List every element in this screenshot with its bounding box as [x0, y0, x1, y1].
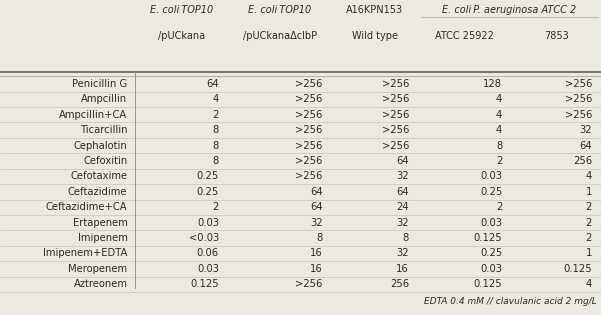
Text: 32: 32 — [579, 125, 592, 135]
Text: 1: 1 — [585, 249, 592, 259]
Text: Wild type: Wild type — [352, 32, 398, 41]
Text: 7853: 7853 — [544, 32, 569, 41]
Text: 4: 4 — [496, 125, 502, 135]
Text: 2: 2 — [496, 202, 502, 212]
Text: E. coli P. aeruginosa ATCC 2: E. coli P. aeruginosa ATCC 2 — [442, 5, 576, 15]
Text: Cephalotin: Cephalotin — [74, 140, 127, 151]
Text: Ampcillin: Ampcillin — [81, 94, 127, 104]
Text: Penicillin G: Penicillin G — [72, 79, 127, 89]
Text: E. coli TOP10: E. coli TOP10 — [150, 5, 213, 15]
Text: Ampcillin+CA: Ampcillin+CA — [59, 110, 127, 120]
Text: 0.125: 0.125 — [474, 279, 502, 289]
Text: 0.03: 0.03 — [480, 218, 502, 228]
Text: 4: 4 — [586, 279, 592, 289]
Text: 64: 64 — [310, 187, 323, 197]
Text: A16KPN153: A16KPN153 — [346, 5, 403, 15]
Text: 2: 2 — [213, 110, 219, 120]
Text: 0.125: 0.125 — [474, 233, 502, 243]
Text: 4: 4 — [496, 110, 502, 120]
Text: 8: 8 — [316, 233, 323, 243]
Text: 4: 4 — [213, 94, 219, 104]
Text: >256: >256 — [295, 110, 323, 120]
Text: Cefoxitin: Cefoxitin — [84, 156, 127, 166]
Text: 0.25: 0.25 — [197, 171, 219, 181]
Text: >256: >256 — [564, 79, 592, 89]
Text: Ertapenem: Ertapenem — [73, 218, 127, 228]
Text: 2: 2 — [585, 202, 592, 212]
Text: 64: 64 — [206, 79, 219, 89]
Text: 4: 4 — [586, 171, 592, 181]
Text: 64: 64 — [310, 202, 323, 212]
Text: 8: 8 — [496, 140, 502, 151]
Text: >256: >256 — [295, 125, 323, 135]
Text: EDTA 0.4 mM // clavulanic acid 2 mg/L: EDTA 0.4 mM // clavulanic acid 2 mg/L — [424, 297, 597, 306]
Text: >256: >256 — [295, 94, 323, 104]
Text: >256: >256 — [564, 110, 592, 120]
Text: 32: 32 — [396, 218, 409, 228]
Text: >256: >256 — [295, 279, 323, 289]
Text: Ceftazidime+CA: Ceftazidime+CA — [46, 202, 127, 212]
Text: >256: >256 — [382, 79, 409, 89]
Text: 0.03: 0.03 — [197, 218, 219, 228]
Text: E. coli TOP10: E. coli TOP10 — [248, 5, 311, 15]
Text: 8: 8 — [213, 125, 219, 135]
Text: Imipenem+EDTA: Imipenem+EDTA — [43, 249, 127, 259]
Text: 64: 64 — [396, 187, 409, 197]
Text: >256: >256 — [564, 94, 592, 104]
Text: 32: 32 — [396, 171, 409, 181]
Text: /pUCkanaΔclbP: /pUCkanaΔclbP — [243, 32, 317, 41]
Text: 0.25: 0.25 — [480, 187, 502, 197]
Text: 8: 8 — [403, 233, 409, 243]
Text: >256: >256 — [382, 140, 409, 151]
Text: 2: 2 — [585, 218, 592, 228]
Text: 2: 2 — [496, 156, 502, 166]
Text: ATCC 25922: ATCC 25922 — [435, 32, 494, 41]
Text: Ceftazidime: Ceftazidime — [68, 187, 127, 197]
Text: 0.03: 0.03 — [480, 171, 502, 181]
Text: >256: >256 — [295, 79, 323, 89]
Text: 16: 16 — [396, 264, 409, 274]
Text: 8: 8 — [213, 156, 219, 166]
Text: Ticarcillin: Ticarcillin — [80, 125, 127, 135]
Text: 0.06: 0.06 — [197, 249, 219, 259]
Text: 0.125: 0.125 — [563, 264, 592, 274]
Text: 0.03: 0.03 — [197, 264, 219, 274]
Text: 0.03: 0.03 — [480, 264, 502, 274]
Text: 256: 256 — [390, 279, 409, 289]
Text: 24: 24 — [396, 202, 409, 212]
Text: >256: >256 — [295, 156, 323, 166]
Text: 128: 128 — [483, 79, 502, 89]
Text: 16: 16 — [310, 249, 323, 259]
Text: 16: 16 — [310, 264, 323, 274]
Text: 1: 1 — [585, 187, 592, 197]
Text: Cefotaxime: Cefotaxime — [70, 171, 127, 181]
Text: 32: 32 — [310, 218, 323, 228]
Text: Meropenem: Meropenem — [69, 264, 127, 274]
Text: 64: 64 — [396, 156, 409, 166]
Text: >256: >256 — [295, 171, 323, 181]
Text: 8: 8 — [213, 140, 219, 151]
Text: <0.03: <0.03 — [189, 233, 219, 243]
Text: 256: 256 — [573, 156, 592, 166]
Text: Imipenem: Imipenem — [78, 233, 127, 243]
Text: 0.125: 0.125 — [191, 279, 219, 289]
Text: 32: 32 — [396, 249, 409, 259]
Text: >256: >256 — [382, 125, 409, 135]
Text: 0.25: 0.25 — [480, 249, 502, 259]
Text: 4: 4 — [496, 94, 502, 104]
Text: 0.25: 0.25 — [197, 187, 219, 197]
Text: Aztreonem: Aztreonem — [73, 279, 127, 289]
Text: >256: >256 — [382, 94, 409, 104]
Text: /pUCkana: /pUCkana — [158, 32, 205, 41]
Text: >256: >256 — [382, 110, 409, 120]
Text: >256: >256 — [295, 140, 323, 151]
Text: 2: 2 — [213, 202, 219, 212]
Text: 64: 64 — [579, 140, 592, 151]
Text: 2: 2 — [585, 233, 592, 243]
